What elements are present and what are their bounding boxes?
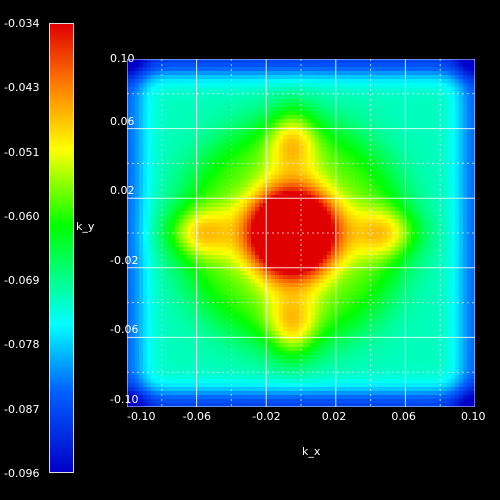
x-axis-label: k_x — [302, 445, 321, 458]
colorbar-tick-label: -0.096 — [4, 467, 40, 480]
x-tick-label: -0.10 — [127, 410, 156, 423]
colorbar-gradient — [50, 24, 73, 472]
x-tick-label: 0.06 — [391, 410, 416, 423]
colorbar-tick-label: -0.051 — [4, 145, 40, 159]
colorbar-tick-label: -0.060 — [4, 209, 40, 223]
colorbar-tick-label: -0.078 — [4, 338, 40, 352]
y-tick-label: -0.06 — [110, 323, 139, 337]
colorbar-tick-label: -0.069 — [4, 274, 40, 288]
colorbar — [49, 23, 74, 473]
x-tick-label: -0.06 — [182, 410, 212, 423]
x-tick-label: 0.02 — [321, 410, 347, 423]
y-tick-label: -0.10 — [110, 393, 139, 406]
y-axis-label: k_y — [76, 220, 95, 233]
y-tick-label: 0.06 — [110, 114, 135, 128]
y-tick-label: 0.10 — [110, 52, 135, 65]
colorbar-tick-label: -0.034 — [4, 17, 40, 30]
x-tick-label: 0.10 — [461, 410, 486, 423]
colorbar-tick-label: -0.043 — [4, 81, 40, 95]
heatmap-canvas — [127, 59, 475, 407]
y-tick-label: -0.02 — [110, 253, 139, 267]
heatmap-plot — [127, 59, 475, 407]
y-tick-label: 0.02 — [110, 184, 135, 198]
x-tick-label: -0.02 — [252, 410, 281, 423]
colorbar-tick-label: -0.087 — [4, 402, 40, 416]
